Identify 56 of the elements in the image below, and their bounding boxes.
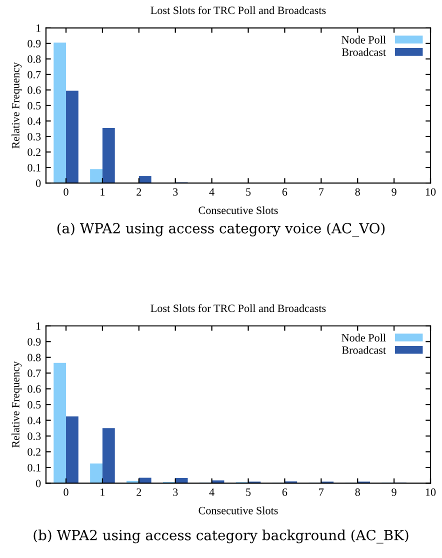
x-tick-label: 6 [282,188,288,196]
legend-label: Node Poll [342,334,386,342]
chart-title: Lost Slots for TRC Poll and Broadcasts [150,6,326,14]
y-tick-label: 0.5 [28,401,41,409]
y-tick-label: 0.6 [28,86,41,94]
y-tick-label: 0.6 [28,385,41,393]
y-tick-label: 0 [36,480,41,488]
y-tick-label: 1 [36,322,40,330]
y-tick-label: 0.1 [28,464,40,472]
legend-label: Broadcast [342,346,386,354]
x-tick-label: 7 [319,188,324,196]
x-axis-title: Consecutive Slots [198,206,278,214]
x-tick-label: 4 [209,488,214,496]
y-tick-label: 0.3 [28,132,41,140]
y-tick-label: 0.4 [28,416,41,424]
x-tick-label: 3 [173,188,178,196]
y-tick-label: 1 [36,24,40,32]
y-tick-label: 0.9 [28,40,41,48]
y-tick-label: 0.2 [28,448,40,456]
x-tick-label: 5 [246,488,251,496]
x-tick-label: 2 [136,488,142,496]
y-tick-label: 0.3 [28,432,41,440]
x-tick-label: 10 [426,188,436,196]
y-axis-title: Relative Frequency [12,361,22,448]
x-tick-label: 4 [209,188,214,196]
x-tick-label: 2 [136,188,142,196]
x-tick-label: 9 [392,488,396,496]
x-tick-label: 8 [355,188,360,196]
x-tick-label: 6 [282,488,288,496]
legend-label: Broadcast [342,48,386,56]
x-tick-label: 8 [355,488,360,496]
y-tick-label: 0.8 [28,55,41,63]
chart-title: Lost Slots for TRC Poll and Broadcasts [150,304,326,312]
legend-label: Node Poll [342,36,386,44]
x-tick-label: 9 [392,188,396,196]
text: (a) WPA2 using access category voice (AC_VO) [57,222,385,237]
y-tick-label: 0.7 [28,370,41,378]
x-tick-label: 0 [64,188,68,196]
y-tick-label: 0.7 [28,70,41,78]
y-axis-title: Relative Frequency [12,62,22,148]
y-tick-label: 0.8 [28,354,41,362]
y-tick-label: 0 [36,179,41,187]
y-tick-label: 0.2 [28,148,40,156]
y-tick-label: 0.5 [28,102,41,110]
x-tick-label: 5 [246,188,251,196]
text: (b) WPA2 using access category background (AC_BK) [34,530,408,544]
x-tick-label: 10 [426,488,436,496]
x-tick-label: 3 [173,488,178,496]
x-tick-label: 1 [100,188,105,196]
y-tick-label: 0.1 [28,164,40,172]
x-axis-title: Consecutive Slots [198,506,278,514]
y-tick-label: 0.4 [28,117,41,125]
x-tick-label: 0 [64,488,68,496]
y-tick-label: 0.9 [28,338,41,346]
x-tick-label: 1 [100,488,105,496]
x-tick-label: 7 [319,488,324,496]
